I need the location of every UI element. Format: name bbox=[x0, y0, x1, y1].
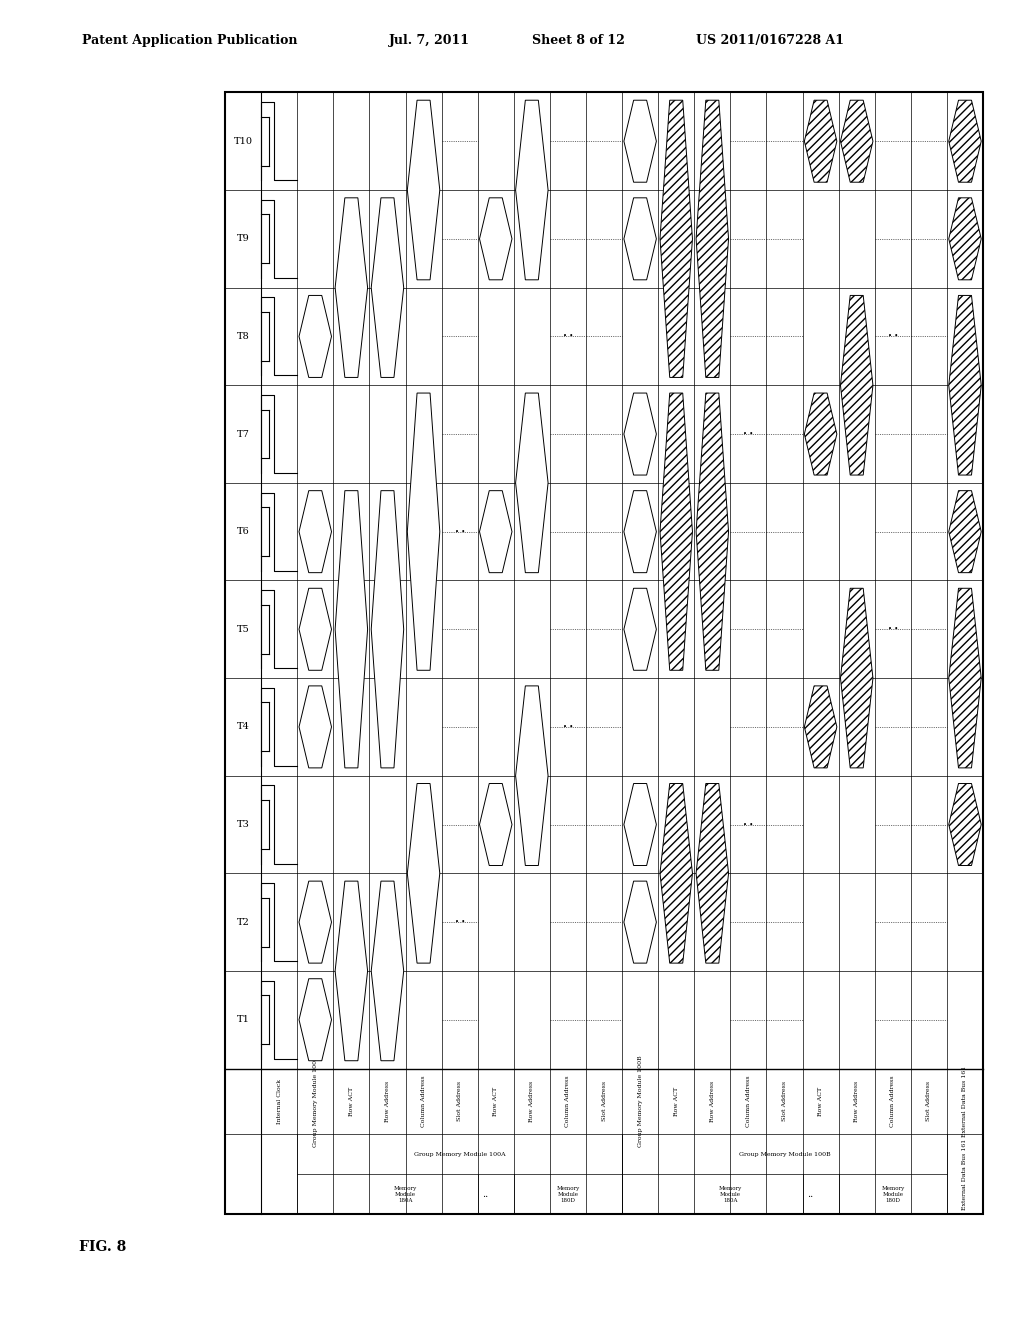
Text: Column Address: Column Address bbox=[745, 1076, 751, 1127]
Text: • •: • • bbox=[743, 821, 754, 829]
Text: T8: T8 bbox=[237, 331, 250, 341]
Text: <RD/WR>: <RD/WR> bbox=[313, 520, 317, 543]
Text: <Page
Close>: <Page Close> bbox=[636, 133, 644, 149]
Text: Slot Address: Slot Address bbox=[457, 1081, 462, 1122]
Text: Group Memory Module 100A: Group Memory Module 100A bbox=[414, 1152, 506, 1156]
Text: External Data Bus 161: External Data Bus 161 bbox=[963, 1139, 968, 1210]
Text: US 2011/0167228 A1: US 2011/0167228 A1 bbox=[696, 34, 845, 48]
Text: Group Memory Module 100B: Group Memory Module 100B bbox=[638, 1056, 643, 1147]
Text: Group Memory Module 100A: Group Memory Module 100A bbox=[312, 1056, 317, 1147]
Text: Column Address: Column Address bbox=[890, 1076, 895, 1127]
Text: T2: T2 bbox=[237, 917, 250, 927]
Text: Row ACT: Row ACT bbox=[818, 1086, 823, 1115]
Text: <RD/WR>: <RD/WR> bbox=[494, 520, 498, 543]
Text: Memory
Module
180D: Memory Module 180D bbox=[882, 1187, 904, 1203]
Text: Memory
Module
180A: Memory Module 180A bbox=[394, 1187, 417, 1203]
Text: Slot Address: Slot Address bbox=[601, 1081, 606, 1122]
Text: ..: .. bbox=[481, 1189, 488, 1199]
Text: <PageOpen>: <PageOpen> bbox=[638, 908, 642, 936]
Text: Row Address: Row Address bbox=[385, 1081, 390, 1122]
Text: • •: • • bbox=[563, 723, 573, 731]
Text: Row ACT: Row ACT bbox=[349, 1086, 354, 1115]
Text: <RD/WR>: <RD/WR> bbox=[494, 228, 498, 249]
Text: Slot Address: Slot Address bbox=[782, 1081, 787, 1122]
Text: Column Address: Column Address bbox=[421, 1076, 426, 1127]
Text: T7: T7 bbox=[237, 429, 250, 438]
Text: T4: T4 bbox=[237, 722, 250, 731]
Text: <PageOpen>: <PageOpen> bbox=[313, 615, 317, 644]
Text: Memory
Module
180A: Memory Module 180A bbox=[719, 1187, 742, 1203]
Text: T6: T6 bbox=[237, 527, 250, 536]
Text: • •: • • bbox=[455, 919, 465, 927]
Text: <Page
Close>: <Page Close> bbox=[311, 329, 319, 345]
Text: Row ACT: Row ACT bbox=[494, 1086, 499, 1115]
Text: • •: • • bbox=[743, 430, 754, 438]
Text: Group Memory Module 100B: Group Memory Module 100B bbox=[738, 1152, 830, 1156]
Text: Row Address: Row Address bbox=[710, 1081, 715, 1122]
Text: ..: .. bbox=[807, 1189, 813, 1199]
Text: FIG. 8: FIG. 8 bbox=[79, 1241, 126, 1254]
Text: T3: T3 bbox=[237, 820, 250, 829]
Text: • •: • • bbox=[563, 333, 573, 341]
Text: T1: T1 bbox=[237, 1015, 250, 1024]
Text: <RD/WR>: <RD/WR> bbox=[313, 911, 317, 933]
Text: Patent Application Publication: Patent Application Publication bbox=[82, 34, 297, 48]
Text: <PageOpen>: <PageOpen> bbox=[638, 517, 642, 546]
Text: Memory
Module
180D: Memory Module 180D bbox=[556, 1187, 580, 1203]
Text: Sheet 8 of 12: Sheet 8 of 12 bbox=[532, 34, 626, 48]
Text: T10: T10 bbox=[233, 137, 253, 145]
Text: T5: T5 bbox=[237, 624, 250, 634]
Text: External Data Bus 161: External Data Bus 161 bbox=[963, 1065, 968, 1137]
Text: • •: • • bbox=[888, 333, 898, 341]
Text: <Page
Close>: <Page Close> bbox=[636, 231, 644, 247]
Text: <Page
Close>: <Page Close> bbox=[311, 719, 319, 734]
Text: <RD/WR>: <RD/WR> bbox=[638, 813, 642, 836]
Text: Internal Clock: Internal Clock bbox=[276, 1078, 282, 1123]
Text: <RD/WR>: <RD/WR> bbox=[494, 813, 498, 836]
Text: <RD/WR>: <RD/WR> bbox=[638, 422, 642, 445]
Text: Row ACT: Row ACT bbox=[674, 1086, 679, 1115]
Text: <Page
Close>: <Page Close> bbox=[636, 622, 644, 636]
Text: T9: T9 bbox=[237, 235, 250, 243]
Text: Row Address: Row Address bbox=[529, 1081, 535, 1122]
Text: <PageOpen>: <PageOpen> bbox=[313, 1006, 317, 1034]
Text: Row Address: Row Address bbox=[854, 1081, 859, 1122]
Text: • •: • • bbox=[888, 626, 898, 634]
Text: Column Address: Column Address bbox=[565, 1076, 570, 1127]
Text: Jul. 7, 2011: Jul. 7, 2011 bbox=[389, 34, 470, 48]
Text: • •: • • bbox=[455, 528, 465, 536]
Text: Slot Address: Slot Address bbox=[927, 1081, 932, 1122]
